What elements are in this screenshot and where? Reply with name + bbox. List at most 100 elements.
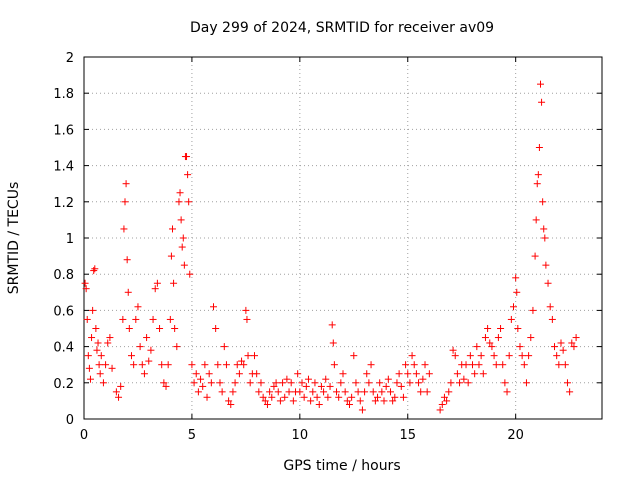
data-point: [132, 315, 140, 323]
data-point: [197, 375, 205, 383]
data-point: [531, 252, 539, 260]
data-point: [186, 270, 194, 278]
data-point: [522, 379, 530, 387]
data-point: [548, 315, 556, 323]
data-point: [194, 388, 202, 396]
data-point: [536, 80, 544, 88]
y-tick-label: 0.4: [53, 341, 74, 356]
data-point: [244, 352, 252, 360]
data-point: [95, 361, 103, 369]
x-tick-label: 0: [80, 428, 88, 443]
data-point: [445, 388, 453, 396]
data-point: [343, 397, 351, 405]
data-point: [503, 388, 511, 396]
data-point: [386, 388, 394, 396]
data-point: [184, 171, 192, 179]
data-point: [317, 382, 325, 390]
y-tick-label: 0.8: [53, 268, 74, 283]
data-point: [289, 397, 297, 405]
x-tick-label: 10: [292, 428, 309, 443]
data-point: [469, 361, 476, 369]
data-point: [566, 388, 574, 396]
data-point: [378, 388, 386, 396]
data-point: [505, 352, 513, 360]
data-point: [570, 343, 578, 351]
data-point: [199, 382, 207, 390]
data-point: [335, 393, 343, 401]
y-tick-label: 1.6: [53, 123, 74, 138]
data-point: [178, 243, 186, 251]
data-point: [175, 198, 183, 206]
data-point: [389, 397, 397, 405]
data-point: [492, 361, 500, 369]
data-point: [220, 343, 228, 351]
data-point: [525, 352, 533, 360]
data-point: [395, 370, 403, 378]
data-point: [214, 361, 222, 369]
data-point: [201, 361, 209, 369]
data-point: [304, 375, 312, 383]
data-point: [243, 315, 251, 323]
data-point: [170, 279, 178, 287]
data-point: [408, 352, 416, 360]
data-point: [532, 216, 540, 224]
data-point: [328, 321, 336, 329]
data-point: [345, 401, 353, 409]
data-point: [222, 361, 230, 369]
data-point: [156, 325, 164, 332]
data-point: [333, 388, 341, 396]
data-point: [572, 334, 580, 342]
data-point: [300, 393, 308, 401]
data-point: [106, 334, 114, 342]
data-point: [251, 352, 259, 360]
data-point: [153, 279, 161, 287]
grid-layer: [84, 57, 602, 419]
data-point: [285, 388, 293, 396]
x-tick-label: 20: [507, 428, 524, 443]
data-point: [231, 379, 239, 387]
data-point: [494, 334, 502, 342]
data-point: [361, 388, 369, 396]
data-point: [367, 361, 375, 369]
data-point: [443, 397, 451, 405]
data-point: [272, 379, 280, 387]
data-point: [311, 379, 319, 387]
data-point: [320, 388, 328, 396]
data-point: [406, 379, 414, 387]
data-point: [83, 315, 91, 323]
tick-layer: 0 5 10 15 20 0 0.2 0.4 0.6 0.8 1 1.2 1.4 1.6 1.8 2: [53, 51, 602, 443]
data-point: [488, 343, 496, 351]
data-point: [490, 352, 498, 360]
data-point: [140, 370, 148, 378]
data-point: [356, 397, 364, 405]
data-point: [486, 339, 494, 347]
data-point: [183, 153, 191, 161]
data-point: [471, 370, 479, 378]
data-point: [527, 334, 535, 342]
data-point: [449, 346, 457, 354]
data-point: [337, 379, 345, 387]
data-point: [534, 171, 542, 179]
chart-title: Day 299 of 2024, SRMTID for receiver av0…: [190, 20, 494, 36]
data-point: [404, 370, 412, 378]
data-point: [561, 361, 569, 369]
y-tick-label: 2: [66, 51, 74, 66]
data-point: [167, 252, 175, 260]
data-point: [542, 261, 550, 269]
x-axis-label: GPS time / hours: [283, 458, 400, 474]
data-point: [497, 325, 505, 332]
data-point: [263, 401, 271, 409]
data-point: [374, 393, 382, 401]
y-tick-label: 1.4: [53, 160, 74, 175]
data-point: [179, 234, 187, 242]
data-point: [479, 370, 487, 378]
data-point: [410, 361, 418, 369]
data-point: [412, 370, 420, 378]
data-point: [380, 397, 388, 405]
data-point: [147, 346, 155, 354]
data-point: [122, 180, 130, 188]
data-point: [242, 306, 250, 314]
data-point: [227, 401, 235, 409]
data-point: [352, 379, 360, 387]
data-point: [453, 370, 461, 378]
